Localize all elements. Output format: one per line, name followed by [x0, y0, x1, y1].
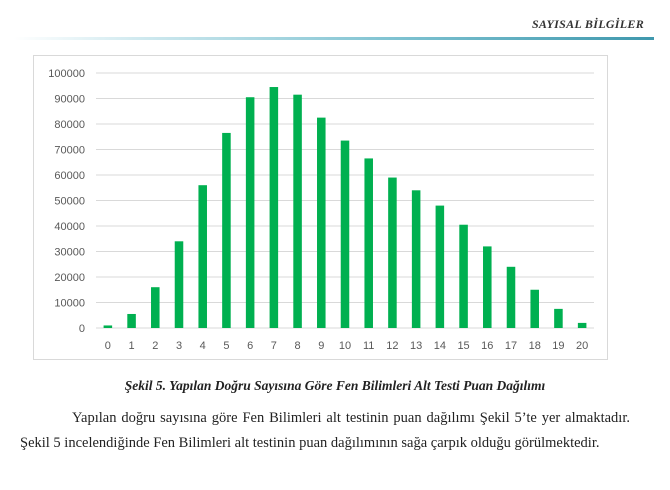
- x-tick-label: 7: [271, 340, 277, 352]
- bar: [388, 177, 397, 328]
- y-tick-label: 70000: [54, 145, 85, 157]
- x-tick-label: 1: [129, 340, 135, 352]
- y-tick-label: 20000: [54, 272, 85, 284]
- x-tick-label: 18: [529, 340, 541, 352]
- x-tick-label: 0: [105, 340, 111, 352]
- bar: [174, 241, 184, 328]
- x-tick-label: 16: [481, 340, 493, 352]
- bar: [435, 205, 445, 328]
- bar: [222, 132, 231, 328]
- y-tick-label: 100000: [48, 68, 85, 80]
- bar-chart: 0 10000 20000 30000 40000 50000 60000 70000 8000…: [33, 55, 608, 360]
- bar: [245, 97, 255, 328]
- x-tick-label: 6: [247, 340, 253, 352]
- bar: [151, 287, 160, 328]
- bar: [364, 158, 373, 328]
- bar: [103, 325, 113, 328]
- y-tick-label: 40000: [54, 221, 85, 233]
- x-tick-label: 15: [457, 340, 469, 352]
- bar: [293, 94, 302, 328]
- x-tick-label: 14: [434, 340, 446, 352]
- body-paragraph: Yapılan doğru sayısına göre Fen Bilimler…: [20, 410, 630, 451]
- x-tick-label: 11: [363, 340, 374, 352]
- x-tick-label: 13: [410, 340, 422, 352]
- x-tick-label: 17: [505, 340, 517, 352]
- y-tick-label: 90000: [54, 94, 85, 106]
- x-tick-label: 2: [152, 340, 158, 352]
- bar: [411, 190, 421, 328]
- x-tick-label: 5: [223, 340, 229, 352]
- bar-chart-svg: 0 10000 20000 30000 40000 50000 60000 70000 8000…: [48, 68, 594, 352]
- bar: [127, 313, 136, 328]
- y-tick-label: 30000: [54, 247, 85, 259]
- bar: [530, 289, 539, 328]
- y-tick-label: 60000: [54, 170, 85, 182]
- bar: [269, 87, 279, 329]
- bar: [577, 322, 587, 328]
- x-tick-label: 19: [552, 340, 564, 352]
- x-tick-label: 8: [295, 340, 301, 352]
- y-tick-label: 10000: [54, 298, 85, 310]
- bar: [198, 185, 207, 328]
- bar: [483, 246, 492, 328]
- x-tick-label: 9: [318, 340, 324, 352]
- x-tick-label: 20: [576, 340, 588, 352]
- bar: [459, 224, 468, 328]
- bar: [317, 117, 326, 328]
- x-tick-label: 10: [339, 340, 351, 352]
- x-tick-label: 4: [200, 340, 206, 352]
- x-tick-label: 12: [386, 340, 398, 352]
- x-tick-label: 3: [176, 340, 182, 352]
- bar: [554, 308, 563, 328]
- figure-caption: Şekil 5. Yapılan Doğru Sayısına Göre Fen…: [124, 378, 546, 393]
- bar: [340, 140, 350, 328]
- bar: [506, 266, 516, 328]
- section-header: SAYISAL BİLGİLER: [531, 17, 644, 31]
- y-tick-label: 80000: [54, 119, 85, 131]
- y-tick-label: 0: [79, 323, 85, 335]
- y-tick-label: 50000: [54, 196, 85, 208]
- header-divider: [14, 37, 654, 40]
